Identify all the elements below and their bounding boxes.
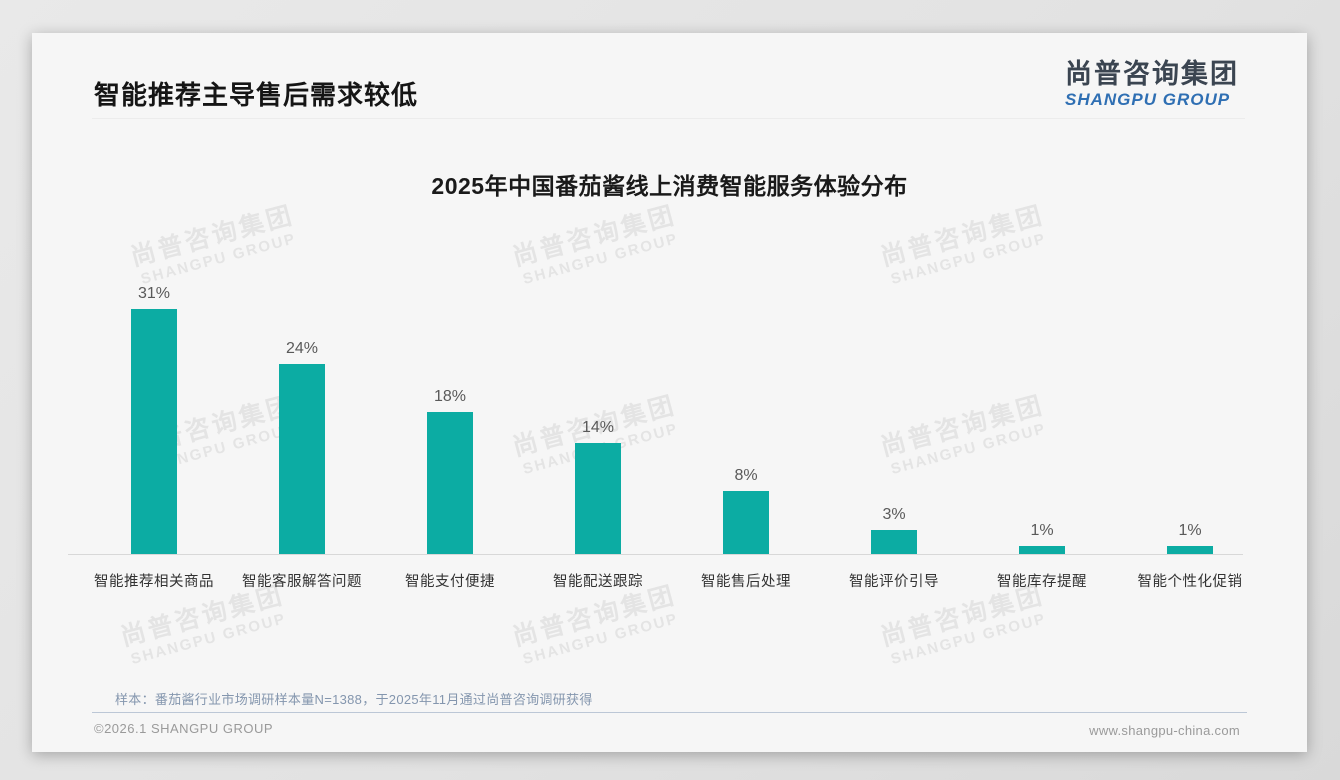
bar-value-label: 31% [137, 285, 171, 302]
bar [1019, 546, 1065, 554]
category-axis-labels: 智能推荐相关商品 智能客服解答问题 智能支付便捷 智能配送跟踪 智能售后处理 智能评价引导… [80, 570, 1264, 591]
website-link[interactable]: www.shangpu-china.com [1089, 723, 1240, 738]
category-label: 智能评价引导 [849, 574, 939, 590]
bar-column: 1% [1116, 33, 1264, 554]
bar-value-label: 3% [882, 506, 906, 523]
bar-chart: 31% 24% 18% 14% 8% 3% 1% 1% [80, 33, 1264, 554]
bar [279, 364, 325, 554]
chart-title: 2025年中国番茄酱线上消费智能服务体验分布 [431, 173, 908, 199]
header-divider [92, 118, 1245, 119]
bar-value-label: 8% [734, 467, 758, 484]
page-title: 智能推荐主导售后需求较低 [94, 80, 419, 110]
bar-column: 1% [968, 33, 1116, 554]
category-label: 智能库存提醒 [997, 574, 1087, 590]
bar-value-label: 14% [581, 419, 615, 436]
bar-value-label: 24% [285, 340, 319, 357]
category-label: 智能配送跟踪 [553, 574, 643, 590]
sample-note: 样本：番茄酱行业市场调研样本量N=1388，于2025年11月通过尚普咨询调研获… [115, 692, 593, 707]
footer-divider [92, 712, 1247, 713]
bar-value-label: 18% [433, 388, 467, 405]
category-label: 智能推荐相关商品 [94, 574, 214, 590]
bar [131, 309, 177, 554]
bar-column: 8% [672, 33, 820, 554]
bar [1167, 546, 1213, 554]
bar-column: 31% [80, 33, 228, 554]
bar-column: 3% [820, 33, 968, 554]
copyright-text: ©2026.1 SHANGPU GROUP [94, 721, 274, 736]
category-label: 智能售后处理 [701, 574, 791, 590]
bar [575, 443, 621, 554]
x-axis-line [68, 554, 1243, 555]
category-label: 智能支付便捷 [405, 574, 495, 590]
bar-column: 24% [228, 33, 376, 554]
category-label: 智能客服解答问题 [242, 574, 362, 590]
bar-column: 14% [524, 33, 672, 554]
bar-value-label: 1% [1178, 522, 1202, 539]
bar [871, 530, 917, 554]
logo-chinese-text: 尚普咨询集团 [1065, 59, 1239, 89]
category-label: 智能个性化促销 [1137, 574, 1243, 590]
bar-column: 18% [376, 33, 524, 554]
slide-card: 尚普咨询集团 SHANGPU GROUP 尚普咨询集团 SHANGPU GROUP … [32, 33, 1307, 752]
bar [427, 412, 473, 554]
logo-english-text: SHANGPU GROUP [1065, 90, 1231, 110]
bar-value-label: 1% [1030, 522, 1054, 539]
bar [723, 491, 769, 554]
company-logo: 尚普咨询集团 SHANGPU GROUP [1065, 59, 1239, 110]
